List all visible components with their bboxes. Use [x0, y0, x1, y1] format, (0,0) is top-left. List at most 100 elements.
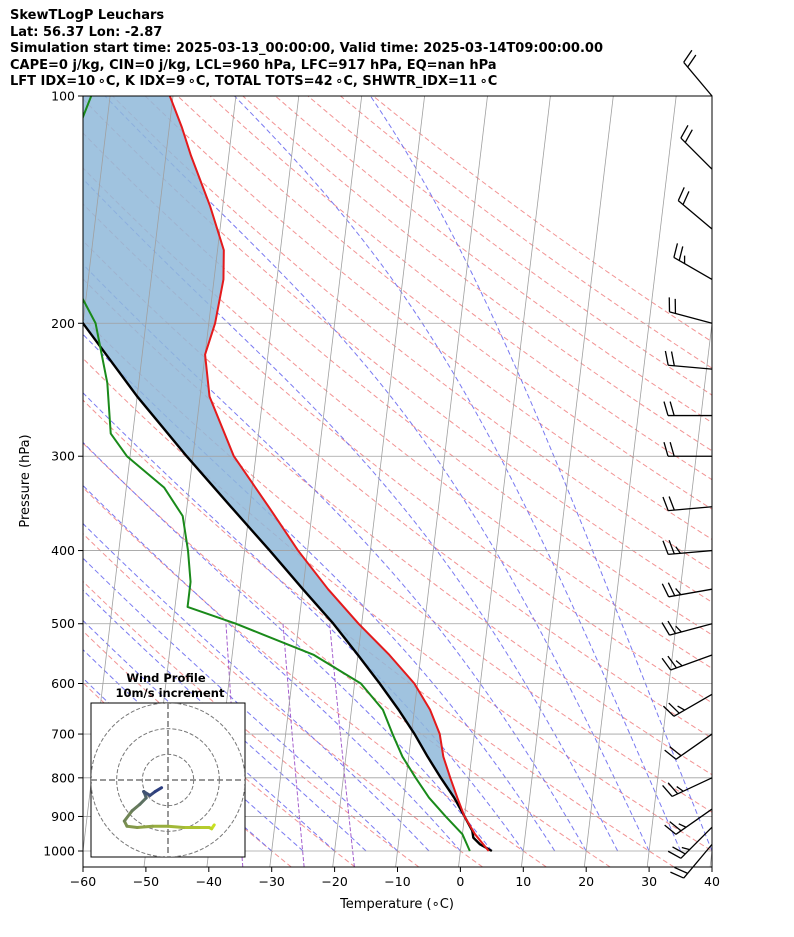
- wind-barb-feather: [678, 246, 684, 261]
- hodograph-inset: Wind Profile 10m/s increment: [90, 671, 246, 858]
- wind-barb-staff: [677, 200, 713, 230]
- dry-adiabat-line: [83, 357, 712, 852]
- wind-barb-feather: [664, 824, 677, 835]
- hodograph-trace-segment: [122, 809, 134, 823]
- dewpoint-profile-line: [83, 96, 471, 852]
- wind-barb-feather: [661, 583, 670, 598]
- wind-barb-feather: [670, 351, 675, 366]
- hodograph-trace-segment: [138, 796, 148, 806]
- wind-barb-feather: [684, 129, 693, 143]
- hodograph-trace-segment: [135, 824, 155, 829]
- wind-barb-staff: [683, 61, 713, 97]
- wind-barb: [664, 808, 713, 835]
- chart-header: SkewTLogP Leuchars Lat: 56.37 Lon: -2.87…: [10, 8, 790, 91]
- wind-barb-staff: [680, 137, 713, 170]
- wind-barb-feather: [669, 401, 675, 416]
- cape-shaded-area: [83, 96, 473, 831]
- hodograph-trace-segment: [130, 802, 142, 813]
- wind-barb-feather: [667, 655, 677, 669]
- dry-adiabat-line: [275, 96, 712, 424]
- moist-adiabat-line: [83, 557, 398, 852]
- cape-fill-layer: [83, 96, 473, 831]
- x-tick-label: 0: [456, 874, 464, 889]
- wind-barb-feather: [661, 657, 672, 671]
- profile-lines: [83, 96, 493, 853]
- wind-barb-feather: [667, 620, 677, 634]
- wind-barb-staff: [669, 311, 713, 324]
- wind-barb-feather: [662, 540, 669, 555]
- wind-barb-feather: [677, 705, 685, 711]
- wind-barb-feather: [682, 191, 690, 205]
- wind-barb-feather: [677, 187, 685, 201]
- moist-adiabat-line: [83, 263, 587, 852]
- x-tick-label: −50: [133, 874, 159, 889]
- y-tick-label: 800: [51, 770, 75, 785]
- wind-barb-feather: [668, 702, 680, 714]
- wind-barb: [663, 442, 712, 457]
- wind-barb-feather: [667, 782, 679, 795]
- wind-barb: [664, 733, 713, 760]
- dry-adiabat-line: [83, 98, 712, 603]
- wind-barb-feather: [676, 786, 684, 792]
- moist-adiabat-line: [83, 333, 556, 852]
- x-tick-label: 30: [641, 874, 657, 889]
- isotherm-line: [269, 96, 363, 867]
- dry-adiabat-line: [83, 630, 356, 867]
- wind-barb-feather: [675, 588, 682, 596]
- isotherm-line: [458, 96, 551, 867]
- dry-adiabat-line: [242, 96, 712, 452]
- y-axis-label: Pressure (hPa): [18, 434, 33, 527]
- x-tick-label: −10: [384, 874, 410, 889]
- wind-barb-staff: [668, 506, 713, 512]
- wind-barb-feather: [664, 350, 669, 366]
- wind-barb-feather: [663, 401, 669, 416]
- wind-barb-feather: [675, 546, 681, 554]
- wind-barb-staff: [671, 777, 713, 798]
- wind-barb: [668, 297, 713, 324]
- isotherm-line: [395, 96, 488, 867]
- y-tick-label: 900: [51, 809, 75, 824]
- wind-barb: [667, 826, 713, 859]
- wind-barb-staff: [680, 826, 713, 859]
- isotherm-line: [83, 96, 111, 327]
- dry-adiabat-line: [83, 240, 712, 739]
- wind-barb-feather: [669, 821, 682, 832]
- dry-adiabat-line: [83, 580, 420, 867]
- header-line-title: SkewTLogP Leuchars: [10, 8, 165, 23]
- y-tick-label: 400: [51, 543, 75, 558]
- hodograph-subtitle: 10m/s increment: [116, 686, 225, 700]
- wind-barb-feather: [673, 243, 679, 258]
- wind-barb-staff: [673, 693, 713, 717]
- isotherm-line: [773, 96, 794, 867]
- temperature-profile-line: [168, 96, 490, 852]
- wind-barb: [661, 654, 713, 671]
- moist-adiabat-line: [83, 522, 430, 852]
- isotherm-line: [646, 319, 712, 867]
- moist-adiabat-line: [83, 589, 367, 852]
- wind-barb: [661, 620, 713, 636]
- wind-barb-feather: [668, 540, 675, 555]
- x-tick-label: 40: [704, 874, 720, 889]
- wind-barb-feather: [668, 496, 675, 511]
- x-tick-label: −40: [196, 874, 222, 889]
- wind-barb-feather: [667, 582, 676, 597]
- hodograph-trace-segment: [166, 824, 185, 829]
- dry-adiabat-line: [83, 278, 712, 776]
- wind-barb-feather: [662, 705, 675, 717]
- hodograph-trace-segment: [153, 786, 164, 794]
- x-axis-label: Temperature (∘C): [339, 897, 454, 912]
- wind-barb-feather: [662, 496, 669, 511]
- wind-barb: [677, 187, 713, 230]
- wind-barb-feather: [663, 442, 669, 457]
- header-line-location: Lat: 56.37 Lon: -2.87: [10, 24, 163, 40]
- wind-barb-feather: [681, 846, 690, 851]
- wind-barb: [683, 49, 713, 97]
- wind-barb: [662, 777, 713, 798]
- wind-barb: [662, 540, 713, 556]
- x-tick-label: 20: [578, 874, 594, 889]
- moist-adiabat-line: [104, 96, 650, 852]
- wind-barb-feather: [672, 846, 686, 855]
- wind-barb-feather: [662, 785, 673, 797]
- wind-barb: [664, 350, 713, 370]
- wind-barb: [673, 243, 713, 281]
